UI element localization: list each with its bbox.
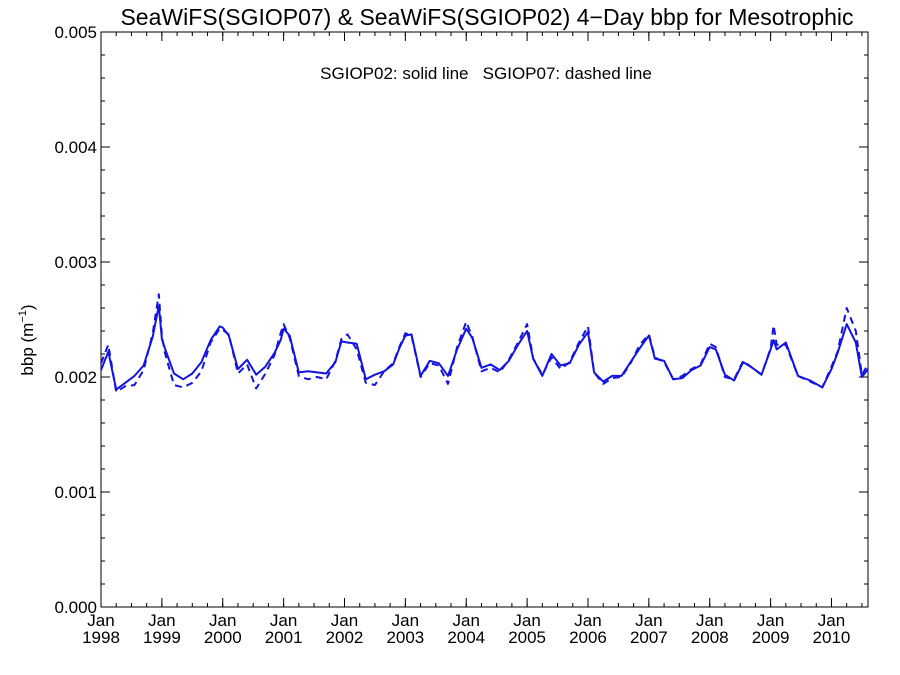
x-tick-year: 2004 <box>447 628 485 647</box>
x-tick-year: 1999 <box>143 628 181 647</box>
plot-frame <box>100 31 869 608</box>
x-tick-year: 2001 <box>265 628 303 647</box>
x-tick-month: Jan <box>696 611 723 630</box>
x-tick-month: Jan <box>635 611 662 630</box>
x-tick-month: Jan <box>574 611 601 630</box>
x-tick-month: Jan <box>331 611 358 630</box>
series-line-solid <box>100 304 869 391</box>
x-tick-year: 2002 <box>326 628 364 647</box>
chart-title: SeaWiFS(SGIOP07) & SeaWiFS(SGIOP02) 4−Da… <box>120 4 853 30</box>
x-tick-year: 2000 <box>204 628 242 647</box>
x-tick-month: Jan <box>757 611 784 630</box>
x-tick-year: 2005 <box>508 628 546 647</box>
y-axis-label: bbp (m−1) <box>17 304 37 375</box>
x-tick-year: 1998 <box>82 628 120 647</box>
x-tick-month: Jan <box>270 611 297 630</box>
x-tick-year: 2010 <box>813 628 851 647</box>
x-tick-month: Jan <box>392 611 419 630</box>
x-tick-year: 2007 <box>630 628 668 647</box>
x-tick-month: Jan <box>209 611 236 630</box>
axes-ticks: 0.0000.0010.0020.0030.0040.005Jan1998Jan… <box>54 23 868 647</box>
x-tick-year: 2006 <box>569 628 607 647</box>
x-tick-month: Jan <box>818 611 845 630</box>
x-tick-month: Jan <box>513 611 540 630</box>
x-tick-month: Jan <box>87 611 114 630</box>
y-tick-label: 0.003 <box>54 253 97 272</box>
x-tick-month: Jan <box>453 611 480 630</box>
y-tick-label: 0.002 <box>54 368 97 387</box>
x-tick-year: 2003 <box>386 628 424 647</box>
x-tick-year: 2009 <box>752 628 790 647</box>
y-tick-label: 0.005 <box>54 23 97 42</box>
x-tick-month: Jan <box>148 611 175 630</box>
x-tick-year: 2008 <box>691 628 729 647</box>
y-tick-label: 0.000 <box>54 598 97 617</box>
series-line-dashed <box>100 293 869 393</box>
y-tick-label: 0.004 <box>54 138 97 157</box>
y-tick-label: 0.001 <box>54 483 97 502</box>
line-style-note: SGIOP02: solid line SGIOP07: dashed line <box>320 64 652 83</box>
series-layer <box>100 293 869 393</box>
